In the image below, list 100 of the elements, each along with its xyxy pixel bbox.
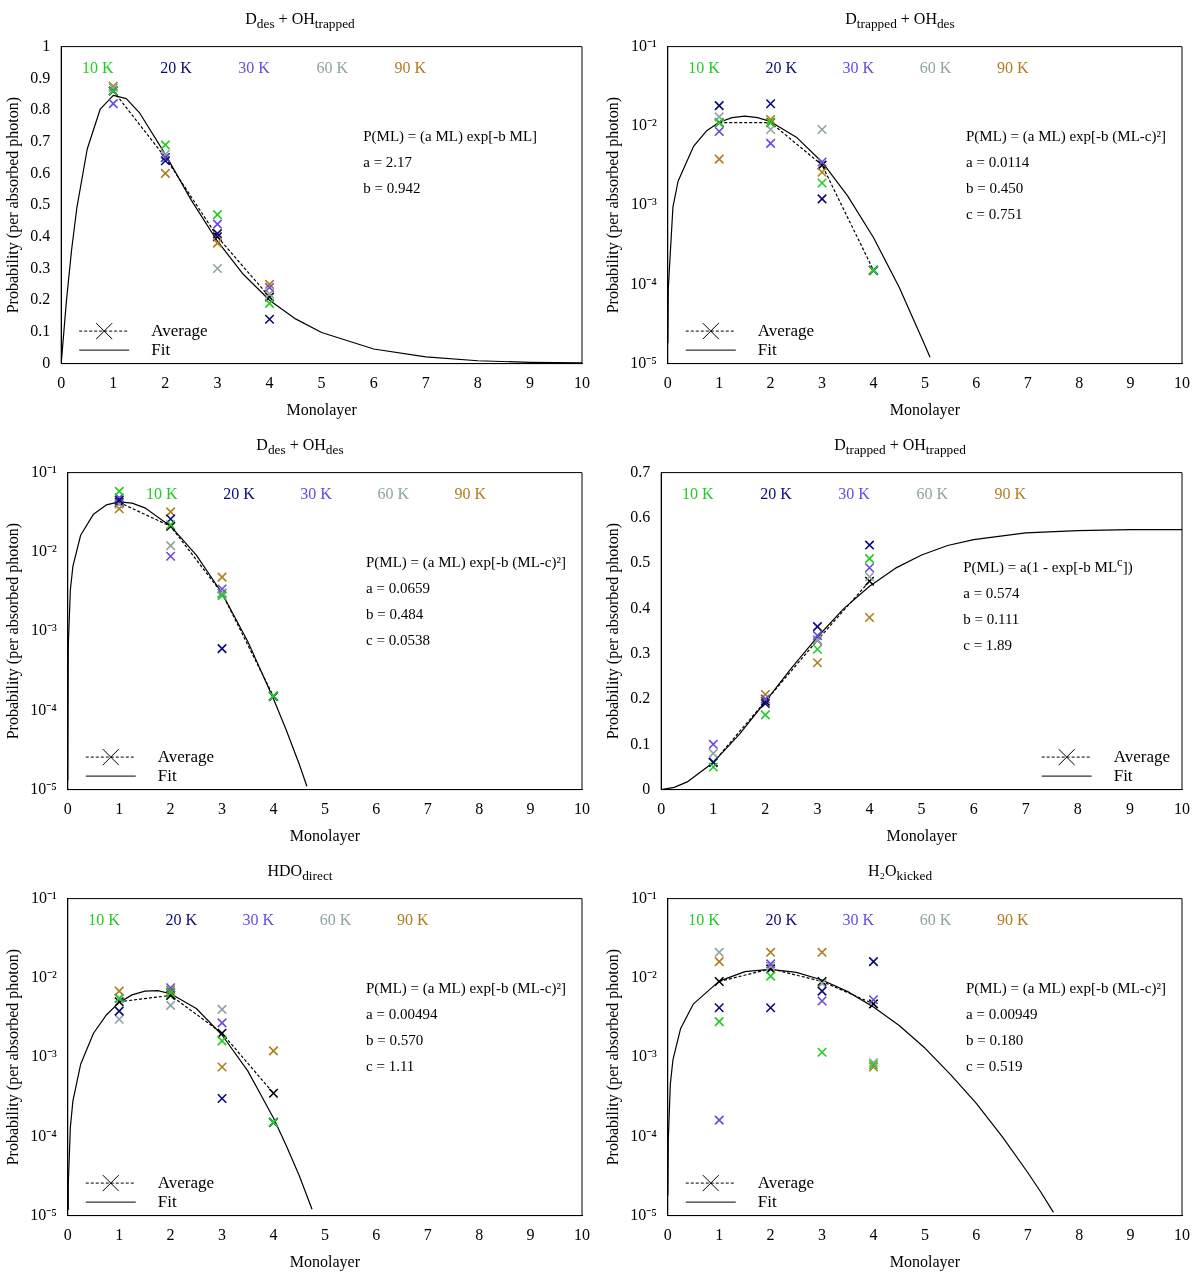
- y-tick-label: 0.6: [630, 508, 651, 526]
- text: 20 K: [760, 484, 793, 502]
- text: 30 K: [842, 910, 875, 928]
- y-tick-label: 10⁻³: [630, 1047, 657, 1065]
- x-axis-title: Monolayer: [286, 400, 358, 419]
- x-tick-label: 2: [166, 1226, 175, 1244]
- y-tick-label: 10⁻²: [30, 542, 57, 560]
- y-tick-label: 10⁻⁴: [30, 1126, 58, 1144]
- y-tick-label: 10⁻¹: [630, 36, 657, 54]
- x-axis-title: Monolayer: [289, 1252, 361, 1271]
- series-label: 10 K: [146, 484, 179, 502]
- annotation: a = 0.574: [963, 583, 1021, 603]
- y-tick-label: 0.9: [30, 68, 51, 86]
- y-axis-title: Probability (per absorbed photon): [3, 522, 22, 740]
- annotation: a = 2.17: [363, 152, 414, 172]
- x-tick-label: 8: [475, 800, 484, 818]
- text: 20 K: [223, 484, 256, 502]
- legend-label: Fit: [151, 339, 171, 359]
- x-tick-label: 8: [1073, 800, 1082, 818]
- text: 20 K: [160, 58, 193, 76]
- text: 10 K: [682, 484, 715, 502]
- x-tick-label: 3: [813, 800, 822, 818]
- legend-label: Average: [1113, 746, 1170, 766]
- text: 90 K: [396, 910, 429, 928]
- y-tick-label: 0.1: [630, 734, 651, 752]
- text: 30 K: [842, 58, 875, 76]
- y-tick-label: 10⁻⁵: [630, 353, 657, 371]
- x-tick-label: 4: [869, 374, 878, 392]
- y-tick-label: 10⁻⁴: [630, 274, 658, 292]
- series-label: 20 K: [765, 58, 798, 76]
- legend-label: Average: [151, 320, 208, 340]
- chart-title: D$_{trapped}$ + OH$_{trapped}$: [833, 435, 967, 460]
- y-tick-label: 10⁻²: [630, 116, 657, 134]
- legend-label: Fit: [757, 1191, 777, 1211]
- x-axis-title: Monolayer: [889, 400, 961, 419]
- text: 90 K: [994, 484, 1027, 502]
- y-tick-label: 0.7: [630, 462, 651, 480]
- legend-label: Average: [757, 320, 815, 340]
- x-tick-label: 7: [423, 1226, 432, 1244]
- annotation: c = 0.519: [966, 1056, 1024, 1076]
- text: 30 K: [838, 484, 871, 502]
- x-tick-label: 9: [525, 374, 534, 392]
- chart-title: D$_{des}$ + OH$_{trapped}$: [244, 9, 356, 34]
- annotation: P(ML) = (a ML) exp[-b (ML-c)²]: [366, 978, 566, 998]
- x-tick-label: 3: [218, 800, 227, 818]
- x-tick-label: 2: [166, 800, 175, 818]
- x-tick-label: 7: [1021, 800, 1030, 818]
- x-tick-label: 9: [526, 1226, 535, 1244]
- x-tick-label: 6: [972, 374, 981, 392]
- y-tick-label: 10⁻²: [630, 968, 657, 986]
- text: 30 K: [238, 58, 271, 76]
- text: 60 K: [916, 484, 949, 502]
- legend-label: Average: [757, 1172, 815, 1192]
- x-tick-label: 5: [320, 800, 329, 818]
- x-tick-label: 3: [818, 1226, 827, 1244]
- x-tick-label: 2: [766, 1226, 775, 1244]
- text: 20 K: [165, 910, 198, 928]
- annotation: a = 0.00494: [366, 1004, 439, 1024]
- y-axis-title: Probability (per absorbed photon): [603, 96, 622, 314]
- x-tick-label: 4: [269, 800, 278, 818]
- x-tick-label: 6: [369, 374, 378, 392]
- text: 20 K: [765, 910, 798, 928]
- y-tick-label: 10⁻³: [630, 195, 657, 213]
- y-tick-label: 0.3: [30, 258, 51, 276]
- text: 10 K: [688, 58, 721, 76]
- x-tick-label: 3: [218, 1226, 227, 1244]
- x-tick-label: 2: [161, 374, 170, 392]
- x-tick-label: 3: [818, 374, 827, 392]
- x-tick-label: 0: [63, 800, 72, 818]
- annotation: b = 0.942: [363, 178, 422, 198]
- x-tick-label: 5: [317, 374, 326, 392]
- text: 90 K: [996, 58, 1029, 76]
- series-label: 10 K: [82, 58, 115, 76]
- legend-label: Fit: [1113, 765, 1133, 785]
- x-tick-label: 8: [1075, 1226, 1084, 1244]
- y-tick-label: 0.6: [30, 163, 51, 181]
- x-tick-label: 9: [1126, 374, 1135, 392]
- legend-label: Average: [157, 1172, 215, 1192]
- x-tick-label: 10: [1174, 374, 1190, 392]
- y-tick-label: 0.3: [630, 643, 651, 661]
- x-tick-label: 10: [1174, 1226, 1190, 1244]
- y-tick-label: 10⁻¹: [630, 888, 657, 906]
- y-tick-label: 0.2: [630, 689, 651, 707]
- x-tick-label: 10: [574, 800, 590, 818]
- x-tick-label: 9: [1125, 800, 1134, 818]
- legend-label: Fit: [757, 339, 777, 359]
- text: 90 K: [996, 910, 1029, 928]
- y-axis-title: Probability (per absorbed photon): [603, 948, 622, 1166]
- annotation: b = 0.180: [966, 1030, 1025, 1050]
- y-axis-title: Probability (per absorbed photon): [3, 948, 22, 1166]
- annotation: c = 0.0538: [366, 630, 431, 650]
- y-tick-label: 10⁻⁴: [30, 700, 58, 718]
- x-tick-label: 5: [920, 1226, 929, 1244]
- y-tick-label: 0.1: [30, 322, 51, 340]
- annotation: b = 0.570: [366, 1030, 425, 1050]
- x-tick-label: 8: [1075, 374, 1084, 392]
- legend-label: Average: [157, 746, 215, 766]
- x-tick-label: 7: [421, 374, 430, 392]
- x-tick-label: 0: [663, 1226, 672, 1244]
- chart-title: H₂O$_{kicked}$: [866, 861, 934, 886]
